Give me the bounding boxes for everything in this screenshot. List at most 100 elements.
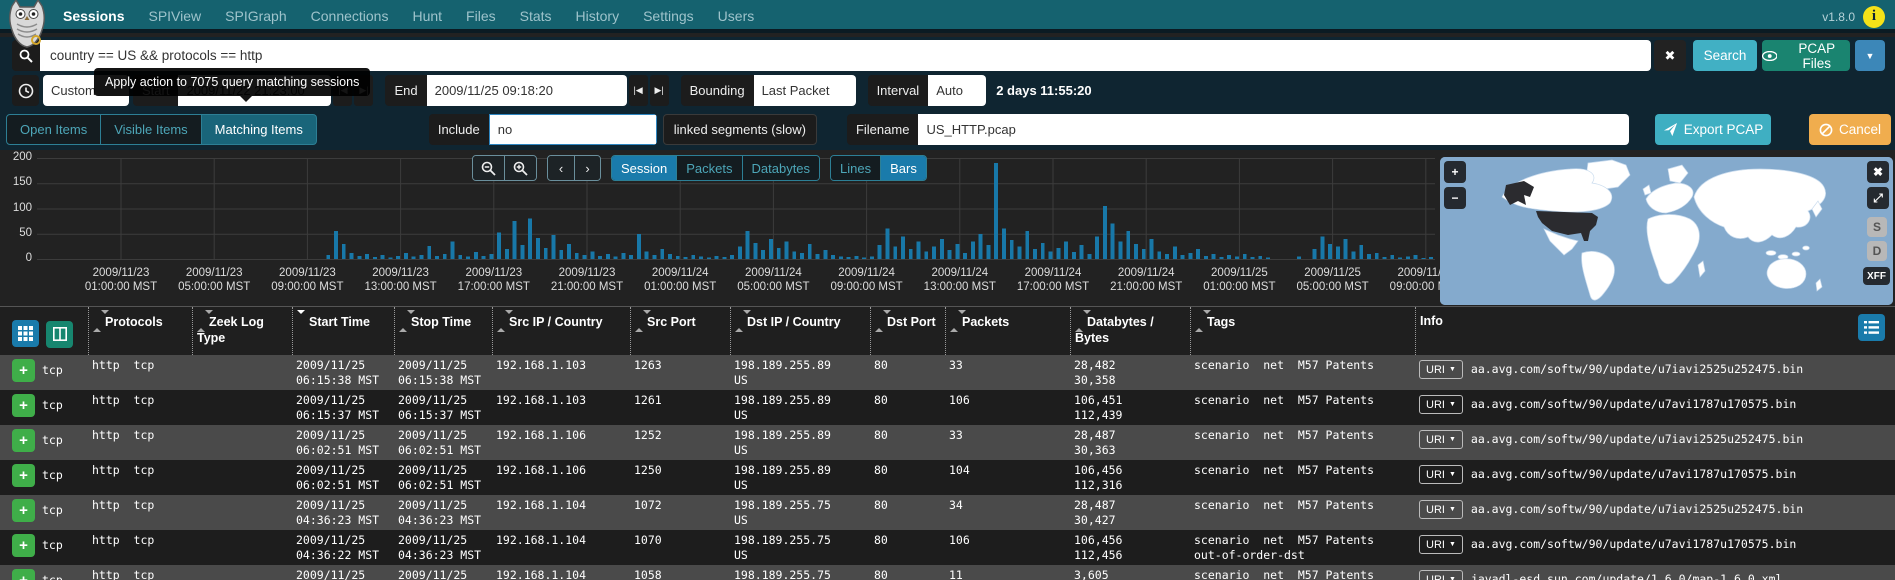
cell-protocols: http tcp — [92, 568, 155, 580]
end-time-input[interactable] — [426, 75, 627, 106]
expand-session-button[interactable]: + — [12, 464, 35, 487]
session-protocol: tcp — [42, 468, 63, 482]
column-header-tags[interactable]: Tags — [1190, 307, 1415, 355]
view-packets-button[interactable]: Packets — [676, 156, 742, 180]
column-header-start-time[interactable]: Start Time — [292, 307, 394, 355]
search-actions-dropdown[interactable]: ▼ — [1855, 40, 1885, 71]
session-table-body: + tcp http tcp 2009/11/25 06:15:38 MST 20… — [0, 355, 1895, 580]
nav-item-history[interactable]: History — [575, 8, 620, 24]
top-navbar: Sessions SPIView SPIGraph Connections Hunt Fi… — [0, 0, 1895, 48]
view-databytes-button[interactable]: Databytes — [741, 156, 820, 180]
world-map-image — [1440, 157, 1893, 305]
expand-session-button[interactable]: + — [12, 499, 35, 522]
cell-stop-time: 2009/11/25 — [398, 568, 468, 580]
cell-protocols: http tcp — [92, 533, 155, 547]
zoom-out-icon[interactable] — [473, 156, 504, 180]
map-dst-toggle[interactable]: D — [1867, 241, 1887, 261]
help-info-icon[interactable]: i — [1863, 5, 1885, 28]
uri-dropdown-button[interactable]: URI ▼ — [1419, 465, 1463, 484]
pan-right-icon[interactable]: › — [574, 156, 600, 180]
uri-dropdown-button[interactable]: URI ▼ — [1419, 535, 1463, 554]
pcap-files-button[interactable]: PCAP Files — [1762, 40, 1850, 71]
expand-session-button[interactable]: + — [12, 394, 35, 417]
style-lines-button[interactable]: Lines — [831, 156, 881, 180]
expand-session-button[interactable]: + — [12, 569, 35, 580]
column-header-packets[interactable]: Packets — [945, 307, 1070, 355]
uri-dropdown-button[interactable]: URI ▼ — [1419, 430, 1463, 449]
search-button[interactable]: Search — [1693, 40, 1757, 71]
cancel-export-button[interactable]: Cancel — [1809, 114, 1891, 145]
map-xff-toggle[interactable]: XFF — [1863, 267, 1890, 285]
column-header-src-ip[interactable]: Src IP / Country — [492, 307, 630, 355]
column-header-dst-port[interactable]: Dst Port — [870, 307, 945, 355]
toggle-view-grid-icon[interactable] — [12, 320, 39, 347]
map-zoom-in-button[interactable]: + — [1444, 161, 1466, 183]
cell-stop-time: 2009/11/25 06:15:38 MST — [398, 358, 482, 387]
pan-left-icon[interactable]: ‹ — [548, 156, 574, 180]
nav-item-spiview[interactable]: SPIView — [148, 8, 202, 24]
bounding-select[interactable] — [753, 75, 856, 106]
uri-dropdown-button[interactable]: URI ▼ — [1419, 500, 1463, 519]
column-header-protocols[interactable]: Protocols — [88, 307, 192, 355]
cell-start-time: 2009/11/25 — [296, 568, 366, 580]
map-src-toggle[interactable]: S — [1867, 217, 1887, 237]
toggle-columns-icon[interactable] — [46, 320, 74, 348]
column-header-dst-ip[interactable]: Dst IP / Country — [730, 307, 870, 355]
step-end-forward-button[interactable]: ▶| — [649, 75, 669, 106]
info-fields-icon[interactable] — [1858, 314, 1885, 341]
column-header-zeek-log-type[interactable]: Zeek Log Type — [192, 307, 292, 355]
step-end-back-button[interactable]: |◀ — [628, 75, 648, 106]
map-zoom-out-button[interactable]: − — [1444, 187, 1466, 209]
uri-dropdown-button[interactable]: URI ▼ — [1419, 395, 1463, 414]
nav-item-stats[interactable]: Stats — [519, 8, 552, 24]
nav-item-hunt[interactable]: Hunt — [412, 8, 443, 24]
expand-session-button[interactable]: + — [12, 429, 35, 452]
nav-item-sessions[interactable]: Sessions — [63, 8, 125, 24]
zoom-in-icon[interactable] — [504, 156, 536, 180]
x-axis-tick-label: 2009/11/24 09:00:00 MST — [830, 267, 903, 293]
tab-matching-items[interactable]: Matching Items — [201, 114, 317, 145]
cell-src-port: 1261 — [634, 393, 662, 407]
tab-visible-items[interactable]: Visible Items — [101, 114, 202, 145]
usa-highlight — [1504, 181, 1598, 241]
include-segments-input[interactable] — [488, 114, 657, 145]
info-url: aa.avg.com/softw/90/update/u7iavi2525u25… — [1470, 362, 1804, 376]
cell-zeek-log-type — [192, 530, 292, 565]
nav-item-spigraph[interactable]: SPIGraph — [225, 8, 287, 24]
uri-dropdown-button[interactable]: URI ▼ — [1419, 570, 1463, 580]
cell-start-time: 2009/11/25 04:36:22 MST — [296, 533, 380, 562]
cell-zeek-log-type — [192, 390, 292, 425]
export-pcap-button[interactable]: Export PCAP — [1655, 114, 1771, 145]
world-map[interactable]: + − ✖ ⤢ S D XFF — [1440, 157, 1893, 305]
column-header-databytes[interactable]: Databytes / Bytes — [1070, 307, 1190, 355]
nav-item-users[interactable]: Users — [717, 8, 755, 24]
search-input[interactable] — [40, 40, 1651, 71]
export-filename-input[interactable] — [918, 114, 1629, 145]
nav-item-settings[interactable]: Settings — [643, 8, 694, 24]
cell-info: URI ▼ aa.avg.com/softw/90/update/u7avi178… — [1415, 460, 1895, 495]
timeline-chart[interactable] — [37, 158, 1435, 260]
expand-session-button[interactable]: + — [12, 534, 35, 557]
tab-open-items[interactable]: Open Items — [6, 114, 102, 145]
nav-item-files[interactable]: Files — [466, 8, 496, 24]
column-header-stop-time[interactable]: Stop Time — [394, 307, 492, 355]
interval-select[interactable] — [928, 75, 987, 106]
map-close-button[interactable]: ✖ — [1867, 161, 1889, 183]
uri-dropdown-button[interactable]: URI ▼ — [1419, 360, 1463, 379]
cell-databytes: 106,456 112,456 — [1074, 533, 1123, 562]
apply-action-tooltip: Apply action to 7075 query matching sess… — [94, 68, 371, 102]
nav-item-connections[interactable]: Connections — [310, 8, 389, 24]
map-expand-icon[interactable]: ⤢ — [1867, 187, 1889, 209]
view-session-button[interactable]: Session — [612, 156, 677, 180]
clock-icon[interactable] — [12, 75, 39, 106]
time-range-select[interactable] — [43, 75, 129, 106]
y-axis-tick-label: 200 — [12, 151, 32, 163]
owl-logo-icon[interactable] — [6, 0, 48, 48]
column-header-src-port[interactable]: Src Port — [630, 307, 730, 355]
style-bars-button[interactable]: Bars — [880, 156, 926, 180]
expand-session-button[interactable]: + — [12, 359, 35, 382]
filename-label: Filename — [846, 114, 919, 145]
eye-icon — [1762, 50, 1778, 61]
clear-search-button[interactable]: ✖ — [1654, 40, 1686, 71]
cell-tags: scenario net M57 Patents — [1194, 498, 1375, 512]
